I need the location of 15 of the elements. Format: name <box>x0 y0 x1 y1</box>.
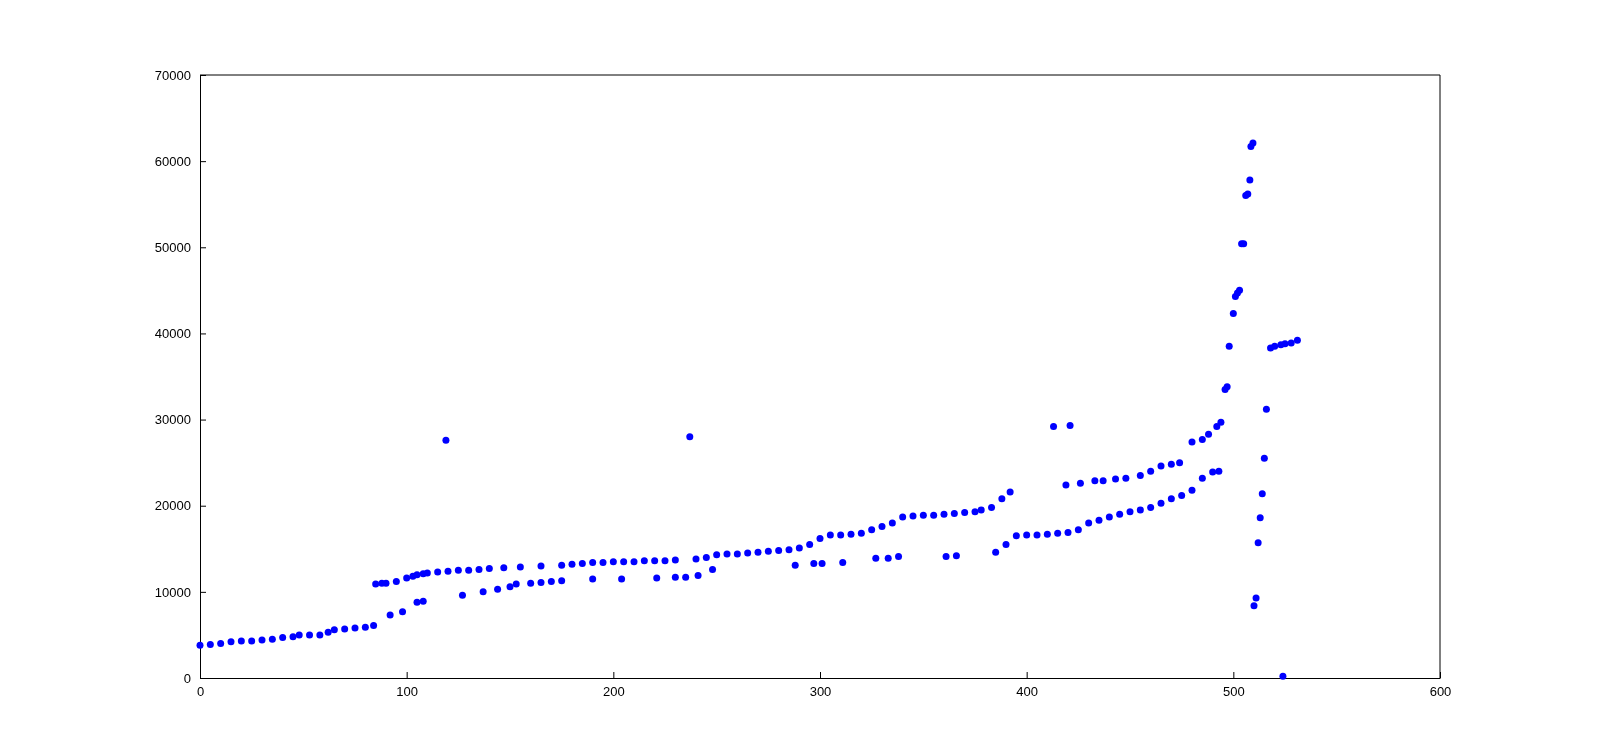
x-tick-label: 500 <box>1222 684 1245 700</box>
y-tick-label: 0 <box>183 670 191 686</box>
y-tick-label: 60000 <box>154 153 191 169</box>
x-tick-label: 600 <box>1429 684 1452 700</box>
x-tick-label: 200 <box>602 684 625 700</box>
y-tick-label: 30000 <box>154 412 191 428</box>
x-tick-label: 400 <box>1016 684 1039 700</box>
y-tick-label: 10000 <box>154 584 191 600</box>
y-tick-label: 50000 <box>154 239 191 255</box>
y-tick-label: 40000 <box>154 326 191 342</box>
y-tick-label: 70000 <box>154 67 191 83</box>
y-tick-label: 20000 <box>154 498 191 514</box>
x-tick-label: 0 <box>196 684 205 700</box>
x-tick-label: 100 <box>396 684 419 700</box>
x-tick-label: 300 <box>809 684 832 700</box>
